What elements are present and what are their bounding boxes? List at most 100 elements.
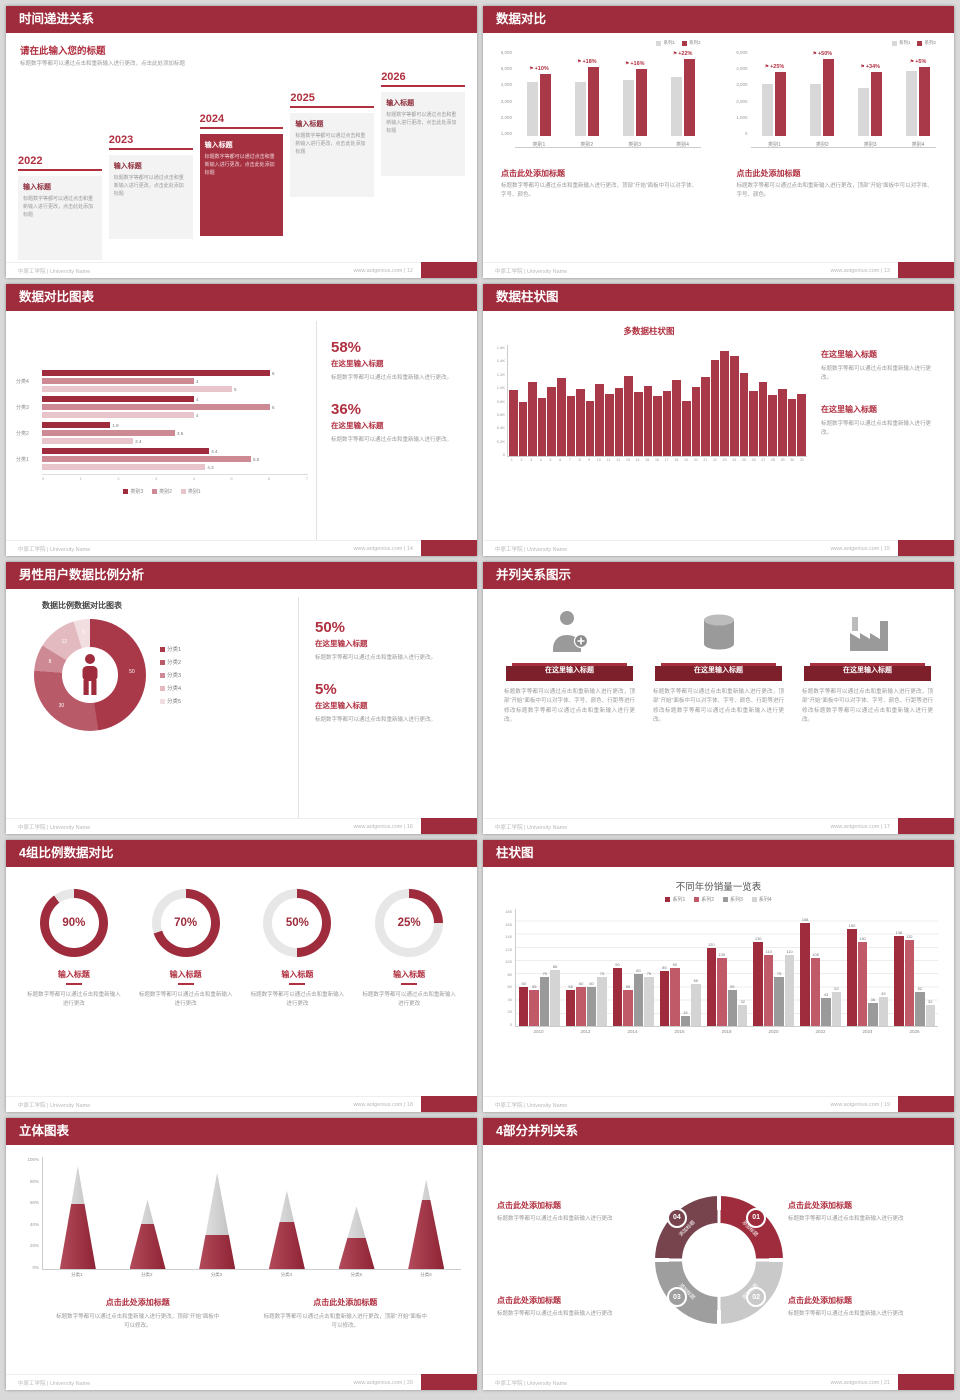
legend-label: 类别3 (130, 489, 144, 495)
timeline-card-body: 标题数字等都可以通过点击和重新输入进行更改，点击此处添加标题 (295, 133, 366, 155)
slide-title-bar: 男性用户数据比例分析 (6, 562, 477, 589)
caption-row: 点击此处添加标题 标题数字等都可以通过点击和重新输入进行更改，顶部“开始”面板中… (22, 1287, 461, 1332)
slide-column-chart[interactable]: 数据柱状图 多数据柱状图 1.6K 1.4K 1.2K 1.0K 0.8K 0.6K 0.4… (483, 284, 954, 556)
timeline-item[interactable]: 2023 输入标题 标题数字等都可以通过点击和重新输入进行更改，点击此处添加标题 (108, 134, 193, 239)
block-description: 标题数字等都可以通过点击和重新输入进行更改 (497, 1216, 613, 1223)
slide-footer: 中原工学院 | University Name www.aotgenius.co… (6, 1374, 477, 1390)
caption-block: 点击此处添加标题 标题数字等都可以通过点击和重新输入进行更改，顶部“开始”面板中… (264, 1297, 428, 1332)
page-number: 20 (406, 1379, 413, 1386)
slide-four-ratio-comparison[interactable]: 4组比例数据对比 90% 输入标题 标题数字等都可以通过点击和重新输入进行更改 … (6, 840, 477, 1112)
footer-url: www.aotgenius.com (830, 1101, 880, 1108)
legend-item: 类别3 (123, 488, 143, 495)
footer-accent-block (898, 1096, 954, 1112)
slide-footer: 中原工学院 | University Name www.aotgenius.co… (6, 818, 477, 834)
block-description: 标题数字等都可以通过点击和重新输入进行更改。 (821, 366, 932, 382)
title-ribbon-button[interactable]: 在这里输入标题 (804, 663, 931, 681)
chart-description: 标题数字等都可以通过点击和重新输入进行更改，顶部“开始”面板中可以对字体、字号、… (501, 183, 698, 198)
timeline-card: 输入标题 标题数字等都可以通过点击和重新输入进行更改，点击此处添加标题 (381, 92, 465, 176)
slide-body: 在这里输入标题 标题数字等都可以通过点击和重新输入进行更改，顶部“开始”面板中可… (483, 589, 954, 818)
footer-site: www.aotgenius.com | 12 (353, 268, 413, 274)
footer-accent-block (421, 1096, 477, 1112)
stat-block: 5% 在这里输入标题 标题数字等都可以通过点击和重新输入进行更改。 (315, 681, 467, 725)
legend-label: 系列1 (898, 40, 911, 45)
timeline-item[interactable]: 2025 输入标题 标题数字等都可以通过点击和重新输入进行更改，点击此处添加标题 (290, 92, 375, 197)
slide-title: 数据对比图表 (19, 290, 95, 304)
legend-item: 分类3 (160, 671, 181, 679)
footer-school: 中原工学院 | University Name (495, 1380, 568, 1387)
slide-body: 100% 80% 60% 40% 20% 0% 分类1 分类2 分类3 分类4 分类5 分类6 点击此… (6, 1145, 477, 1374)
caption-description: 标题数字等都可以通过点击和重新输入进行更改，顶部“开始”面板中可以修改。 (56, 1314, 220, 1330)
slide-body: 请在此输入您的标题 标题数字等都可以通过点击和重新输入进行更改，点击此处添加标题… (6, 33, 477, 262)
footer-url: www.aotgenius.com (830, 267, 880, 274)
chart-legend: 系列1 系列2 (489, 35, 713, 48)
chart-title: 数据比例数据对比图表 (42, 601, 122, 610)
page-number: 16 (406, 823, 413, 830)
legend-label: 系列2 (701, 897, 714, 903)
slide-four-part-relationship[interactable]: 4部分并列关系 点击此处添加标题 标题数字等都可以通过点击和重新输入进行更改 点… (483, 1118, 954, 1390)
timeline-item[interactable]: 2022 输入标题 标题数字等都可以通过点击和重新输入进行更改，点击此处添加标题 (18, 155, 102, 260)
legend-swatch (180, 489, 186, 494)
horizontal-bar-chart: 分类4 6 4 5 分类3 4 6 4 分类2 1.8 3.5 2.4 分类1 4.4 5.5 4.3 0 1 2 3… (16, 370, 308, 481)
page-number: 21 (883, 1379, 890, 1386)
slide-title: 并列关系图示 (496, 568, 572, 582)
slide-male-ratio-analysis[interactable]: 男性用户数据比例分析 数据比例数据对比图表 50 30 (6, 562, 477, 834)
slide-grouped-bar-chart[interactable]: 柱状图 不同年份销量一览表 系列1 系列2 系列3 系列4 180 160 140 1… (483, 840, 954, 1112)
slide-comparison-chart[interactable]: 数据对比图表 分类4 6 4 5 分类3 4 6 4 分类2 1.8 3.5 2.4 分类1 4.4 5.5… (6, 284, 477, 556)
footer-separator: | (403, 545, 406, 552)
slide-body: 90% 输入标题 标题数字等都可以通过点击和重新输入进行更改 70% 输入标题 … (6, 867, 477, 1096)
slide-body: 不同年份销量一览表 系列1 系列2 系列3 系列4 180 160 140 120 10… (483, 867, 954, 1096)
slide-data-comparison[interactable]: 数据对比 系列1 系列2 6,000 5,000 4,000 3,000 2,000 1,… (483, 6, 954, 278)
legend-item: 类别2 (152, 488, 172, 495)
legend-item: 系列1 (891, 40, 911, 46)
footer-url: www.aotgenius.com (353, 545, 403, 552)
title-ribbon-button[interactable]: 在这里输入标题 (655, 663, 782, 681)
chart-area: 多数据柱状图 1.6K 1.4K 1.2K 1.0K 0.8K 0.6K 0.4K 0.2K 0… (491, 319, 807, 540)
timeline-marker (290, 106, 375, 108)
stat-title: 在这里输入标题 (331, 359, 384, 368)
legend-label: 系列4 (758, 897, 772, 903)
slide-parallel-relationship[interactable]: 并列关系图示 在这里输入标题 标题数字等都可以通过点击和重新输入进行更改，顶部“… (483, 562, 954, 834)
timeline-year: 2022 (18, 155, 43, 167)
legend-item: 系列4 (751, 896, 772, 903)
stat-description: 标题数字等都可以通过点击和重新输入进行更改。 (315, 717, 437, 724)
slide-body: 数据比例数据对比图表 50 30 8 12 5 分类1 (6, 589, 477, 818)
timeline-card-title: 输入标题 (23, 184, 51, 191)
section-subheading: 标题数字等都可以通过点击和重新输入进行更改，点击此处添加标题 (20, 61, 186, 67)
slide-title: 时间递进关系 (19, 12, 95, 26)
legend-swatch (160, 646, 165, 652)
page-number: 17 (883, 823, 890, 830)
footer-url: www.aotgenius.com (353, 267, 403, 274)
slide-3d-chart[interactable]: 立体图表 100% 80% 60% 40% 20% 0% 分类1 分类2 分类3 分类4 分类5 分类… (6, 1118, 477, 1390)
footer-separator: | (880, 545, 883, 552)
legend-swatch (123, 489, 129, 494)
footer-separator: | (880, 823, 883, 830)
legend-item: 系列1 (665, 896, 685, 903)
chart-title: 多数据柱状图 (623, 326, 675, 336)
section-heading-block: 请在此输入您的标题 标题数字等都可以通过点击和重新输入进行更改，点击此处添加标题 (6, 33, 477, 71)
caption-block: 点击此处添加标题 标题数字等都可以通过点击和重新输入进行更改，顶部“开始”面板中… (56, 1297, 220, 1332)
slide-title: 柱状图 (496, 846, 534, 860)
timeline-item[interactable]: 2026 输入标题 标题数字等都可以通过点击和重新输入进行更改，点击此处添加标题 (381, 71, 465, 176)
ribbon-label: 在这里输入标题 (843, 667, 892, 674)
card-title: 输入标题 (27, 969, 121, 985)
icon-area (504, 605, 635, 659)
progress-ring: 70% (151, 889, 220, 957)
title-ribbon-button[interactable]: 在这里输入标题 (506, 663, 633, 681)
icon-area (802, 605, 933, 659)
slide-timeline[interactable]: 时间递进关系 请在此输入您的标题 标题数字等都可以通过点击和重新输入进行更改，点… (6, 6, 477, 278)
footer-accent-block (421, 818, 477, 834)
timeline-card-body: 标题数字等都可以通过点击和重新输入进行更改，点击此处添加标题 (204, 154, 275, 176)
legend-label: 分类1 (167, 647, 182, 653)
legend-item: 分类5 (160, 697, 181, 705)
footer-site: www.aotgenius.com | 15 (830, 546, 890, 552)
timeline-card-title: 输入标题 (295, 121, 324, 128)
card-description: 标题数字等都可以通过点击和重新输入进行更改 (27, 992, 121, 1008)
timeline-card-title: 输入标题 (113, 163, 142, 170)
stat-description: 标题数字等都可以通过点击和重新输入进行更改。 (331, 375, 453, 381)
timeline-item-highlight[interactable]: 2024 输入标题 标题数字等都可以通过点击和重新输入进行更改，点击此处添加标题 (199, 113, 284, 236)
legend-item: 系列2 (917, 40, 936, 46)
slide-footer: 中原工学院 | University Name www.aotgenius.co… (6, 1096, 477, 1112)
stat-percentage: 36% (331, 401, 362, 419)
timeline-year: 2024 (199, 113, 225, 125)
